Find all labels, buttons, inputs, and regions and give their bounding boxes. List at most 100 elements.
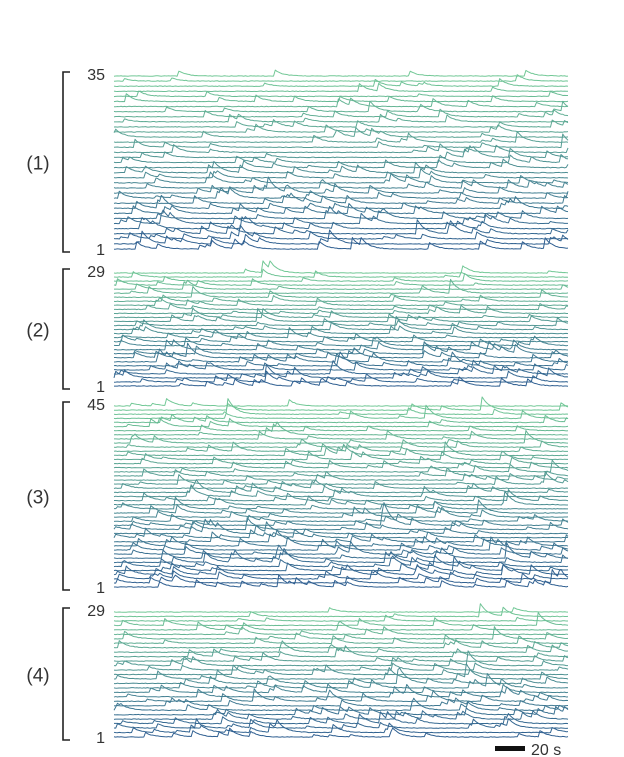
- calcium-trace-1-32: [113, 82, 569, 93]
- calcium-trace-4-1: [113, 727, 569, 738]
- calcium-trace-3-45: [113, 398, 569, 407]
- calcium-trace-2-1: [114, 376, 569, 387]
- calcium-trace-3-26: [113, 470, 569, 485]
- calcium-trace-4-19: [113, 645, 569, 658]
- calcium-trace-2-21: [113, 297, 569, 307]
- calcium-trace-2-25: [113, 279, 569, 290]
- calcium-trace-1-30: [113, 93, 569, 103]
- calcium-trace-4-13: [113, 667, 569, 685]
- calcium-trace-3-16: [113, 502, 569, 527]
- calcium-trace-3-39: [113, 424, 569, 432]
- calcium-trace-3-13: [113, 527, 569, 539]
- calcium-trace-2-3: [113, 364, 569, 379]
- calcium-trace-2-13: [113, 327, 569, 339]
- calcium-trace-3-32: [113, 450, 569, 461]
- calcium-trace-2-6: [113, 351, 569, 367]
- calcium-trace-3-41: [113, 413, 569, 424]
- calcium-trace-3-43: [113, 398, 569, 416]
- calcium-trace-3-44: [113, 396, 569, 411]
- calcium-trace-3-12: [113, 529, 569, 543]
- panel-4: 29 1 (4): [26, 603, 569, 747]
- calcium-trace-4-21: [113, 639, 569, 649]
- calcium-trace-2-10: [113, 339, 569, 351]
- calcium-trace-3-2: [113, 568, 569, 584]
- trace-count-bottom-label: 1: [96, 580, 105, 597]
- panel-label: (3): [26, 488, 49, 509]
- calcium-trace-3-38: [113, 421, 569, 436]
- calcium-trace-1-29: [113, 97, 569, 108]
- calcium-trace-2-4: [113, 360, 569, 375]
- calcium-trace-4-6: [113, 705, 569, 716]
- calcium-trace-3-19: [113, 499, 569, 514]
- calcium-trace-3-22: [113, 489, 569, 502]
- trace-count-top-label: 45: [87, 397, 105, 414]
- calcium-trace-4-25: [113, 620, 569, 631]
- calcium-trace-3-28: [113, 467, 569, 477]
- scale-bar-label: 20 s: [531, 742, 561, 757]
- calcium-trace-1-19: [113, 145, 569, 159]
- panel-label: (1): [26, 154, 49, 175]
- trace-count-bottom-label: 1: [96, 379, 105, 396]
- calcium-trace-4-16: [113, 662, 569, 671]
- calcium-trace-2-2: [113, 370, 569, 383]
- panel-bracket: [62, 71, 70, 253]
- calcium-trace-3-21: [113, 490, 568, 506]
- calcium-trace-2-23: [113, 285, 569, 299]
- calcium-trace-2-29: [113, 260, 569, 274]
- calcium-trace-1-10: [113, 191, 569, 204]
- calcium-trace-3-29: [113, 459, 569, 473]
- calcium-trace-4-28: [113, 603, 569, 618]
- calcium-trace-4-22: [113, 634, 569, 645]
- calcium-trace-1-11: [113, 186, 569, 199]
- panel-bracket: [62, 607, 70, 741]
- calcium-trace-2-14: [113, 325, 569, 335]
- calcium-trace-1-12: [113, 176, 569, 194]
- calcium-trace-1-1: [113, 237, 569, 250]
- calcium-trace-2-5: [113, 359, 569, 371]
- calcium-trace-3-7: [113, 548, 569, 564]
- calcium-trace-1-21: [113, 133, 569, 149]
- calcium-trace-1-18: [113, 154, 569, 164]
- calcium-trace-4-3: [113, 718, 569, 729]
- calcium-trace-2-19: [113, 304, 569, 315]
- panel-3: 45 1 (3): [26, 396, 569, 597]
- calcium-trace-1-4: [113, 219, 569, 235]
- calcium-trace-4-17: [113, 650, 569, 667]
- calcium-trace-2-28: [113, 268, 569, 278]
- calcium-trace-4-4: [113, 711, 569, 725]
- panel-2: 29 1 (2): [26, 260, 569, 396]
- calcium-trace-1-5: [113, 216, 569, 230]
- calcium-trace-3-14: [113, 518, 569, 535]
- calcium-trace-4-2: [113, 718, 569, 734]
- calcium-trace-1-16: [113, 160, 569, 174]
- calcium-trace-3-37: [113, 430, 569, 440]
- calcium-trace-3-34: [113, 441, 569, 453]
- calcium-trace-1-26: [113, 113, 569, 123]
- calcium-trace-3-17: [113, 513, 569, 522]
- calcium-trace-4-7: [113, 697, 569, 712]
- calcium-trace-3-8: [113, 542, 569, 559]
- calcium-trace-1-14: [113, 171, 569, 184]
- calcium-trace-4-26: [113, 612, 569, 627]
- calcium-trace-3-36: [113, 430, 569, 444]
- calcium-trace-3-6: [113, 554, 569, 568]
- calcium-trace-1-20: [113, 143, 569, 154]
- calcium-trace-1-25: [113, 119, 569, 128]
- calcium-trace-1-27: [113, 108, 569, 118]
- calcium-trace-3-1: [114, 574, 569, 588]
- calcium-trace-1-9: [113, 194, 569, 210]
- trace-count-top-label: 29: [87, 264, 105, 281]
- calcium-trace-3-40: [113, 417, 569, 428]
- panel-bracket: [62, 401, 70, 591]
- calcium-trace-4-14: [113, 663, 569, 680]
- calcium-trace-4-29: [113, 607, 569, 613]
- calcium-trace-3-30: [113, 459, 569, 469]
- calcium-trace-3-27: [113, 470, 569, 481]
- calcium-trace-1-34: [113, 74, 569, 82]
- panel-label: (2): [26, 321, 49, 342]
- calcium-trace-3-9: [113, 540, 569, 555]
- calcium-trace-1-31: [113, 90, 569, 98]
- calcium-trace-2-7: [113, 348, 568, 363]
- calcium-trace-1-2: [113, 229, 569, 245]
